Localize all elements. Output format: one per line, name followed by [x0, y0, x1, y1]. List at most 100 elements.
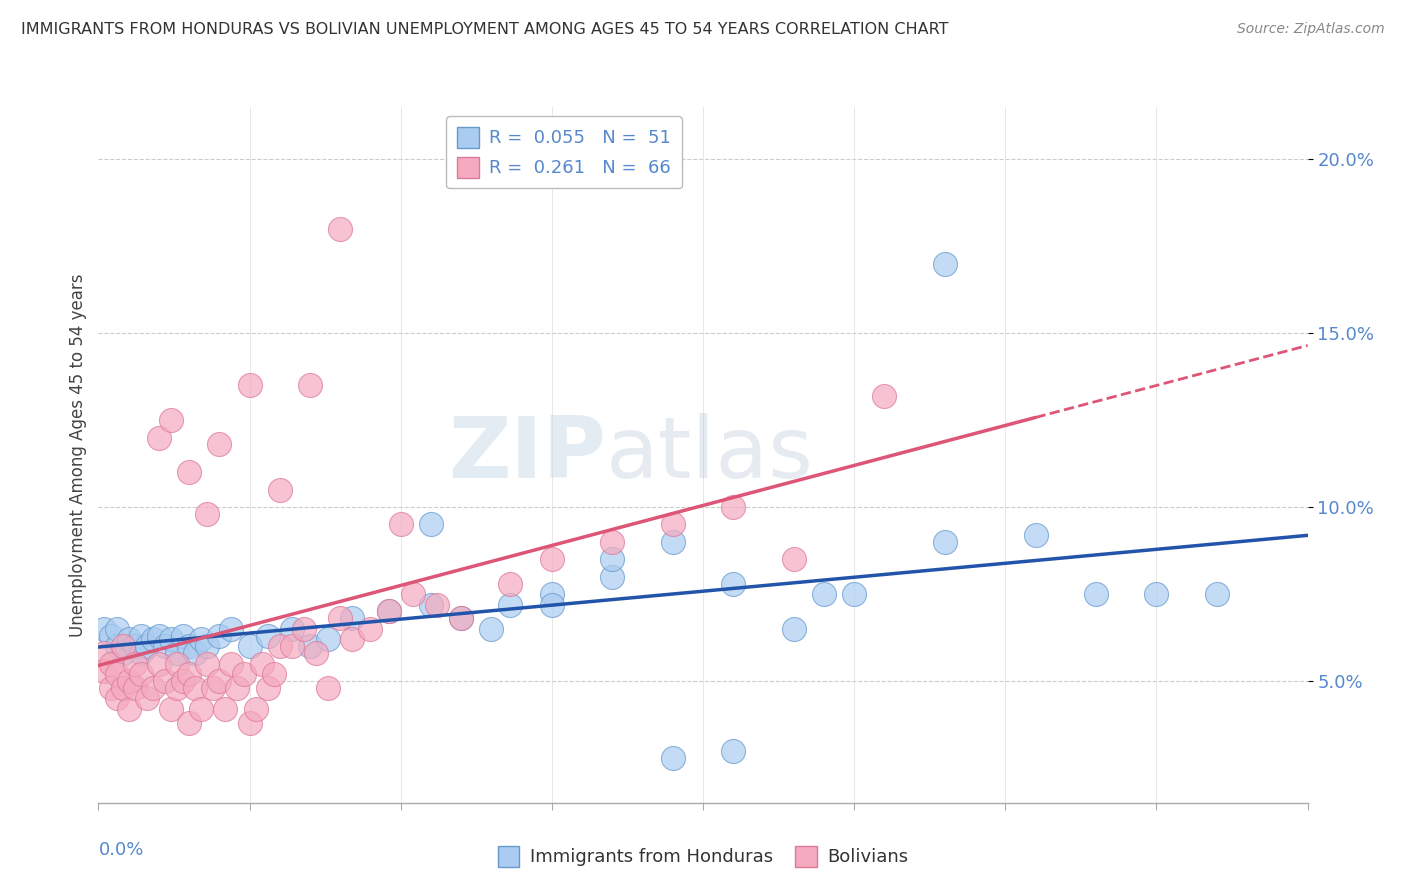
Legend: Immigrants from Honduras, Bolivians: Immigrants from Honduras, Bolivians: [491, 838, 915, 874]
Point: [481, 622, 503, 636]
Point: [934, 534, 956, 549]
Point: [195, 639, 218, 653]
Point: [160, 702, 183, 716]
Point: [360, 622, 382, 636]
Point: [498, 598, 520, 612]
Point: [111, 639, 134, 653]
Point: [195, 657, 218, 671]
Point: [450, 611, 472, 625]
Point: [329, 222, 352, 236]
Point: [316, 632, 339, 647]
Point: [184, 681, 207, 695]
Point: [239, 639, 262, 653]
Text: ZIP: ZIP: [449, 413, 606, 497]
Point: [214, 702, 236, 716]
Point: [177, 715, 201, 730]
Point: [263, 667, 285, 681]
Point: [342, 632, 364, 647]
Point: [1085, 587, 1108, 601]
Point: [661, 534, 683, 549]
Point: [129, 646, 152, 660]
Point: [124, 681, 146, 695]
Point: [129, 667, 152, 681]
Point: [129, 629, 152, 643]
Point: [540, 552, 562, 566]
Point: [166, 657, 188, 671]
Point: [105, 639, 128, 653]
Point: [177, 466, 201, 480]
Text: 0.0%: 0.0%: [98, 841, 143, 859]
Point: [721, 576, 744, 591]
Point: [118, 674, 141, 689]
Point: [402, 587, 425, 601]
Point: [142, 681, 165, 695]
Point: [450, 611, 472, 625]
Point: [124, 657, 146, 671]
Point: [250, 657, 273, 671]
Point: [782, 622, 804, 636]
Point: [540, 587, 562, 601]
Point: [389, 517, 412, 532]
Point: [148, 657, 170, 671]
Point: [160, 632, 183, 647]
Point: [281, 622, 304, 636]
Point: [269, 483, 291, 497]
Point: [377, 605, 399, 619]
Point: [292, 622, 315, 636]
Point: [100, 657, 122, 671]
Point: [342, 611, 364, 625]
Text: IMMIGRANTS FROM HONDURAS VS BOLIVIAN UNEMPLOYMENT AMONG AGES 45 TO 54 YEARS CORR: IMMIGRANTS FROM HONDURAS VS BOLIVIAN UNE…: [21, 22, 949, 37]
Point: [100, 629, 122, 643]
Point: [602, 569, 624, 583]
Point: [498, 576, 520, 591]
Point: [221, 657, 243, 671]
Point: [1144, 587, 1167, 601]
Point: [153, 639, 176, 653]
Point: [299, 378, 322, 392]
Point: [419, 598, 441, 612]
Point: [602, 534, 624, 549]
Point: [721, 744, 744, 758]
Point: [782, 552, 804, 566]
Point: [221, 622, 243, 636]
Point: [166, 646, 188, 660]
Point: [1024, 528, 1046, 542]
Point: [190, 702, 212, 716]
Point: [202, 681, 225, 695]
Point: [93, 622, 115, 636]
Point: [195, 507, 218, 521]
Point: [721, 500, 744, 514]
Point: [111, 646, 134, 660]
Text: Source: ZipAtlas.com: Source: ZipAtlas.com: [1237, 22, 1385, 37]
Point: [661, 750, 683, 764]
Point: [177, 667, 201, 681]
Point: [232, 667, 254, 681]
Point: [281, 639, 304, 653]
Point: [166, 681, 188, 695]
Point: [377, 605, 399, 619]
Point: [111, 681, 134, 695]
Point: [419, 517, 441, 532]
Point: [172, 674, 194, 689]
Point: [142, 632, 165, 647]
Point: [239, 378, 262, 392]
Point: [93, 664, 115, 678]
Point: [226, 681, 249, 695]
Point: [135, 639, 157, 653]
Point: [177, 639, 201, 653]
Point: [540, 598, 562, 612]
Point: [118, 632, 141, 647]
Point: [148, 629, 170, 643]
Point: [105, 667, 128, 681]
Point: [153, 674, 176, 689]
Point: [160, 413, 183, 427]
Point: [934, 256, 956, 270]
Point: [93, 646, 115, 660]
Point: [208, 437, 231, 451]
Point: [661, 517, 683, 532]
Y-axis label: Unemployment Among Ages 45 to 54 years: Unemployment Among Ages 45 to 54 years: [69, 273, 87, 637]
Point: [208, 674, 231, 689]
Point: [269, 639, 291, 653]
Point: [329, 611, 352, 625]
Point: [1206, 587, 1229, 601]
